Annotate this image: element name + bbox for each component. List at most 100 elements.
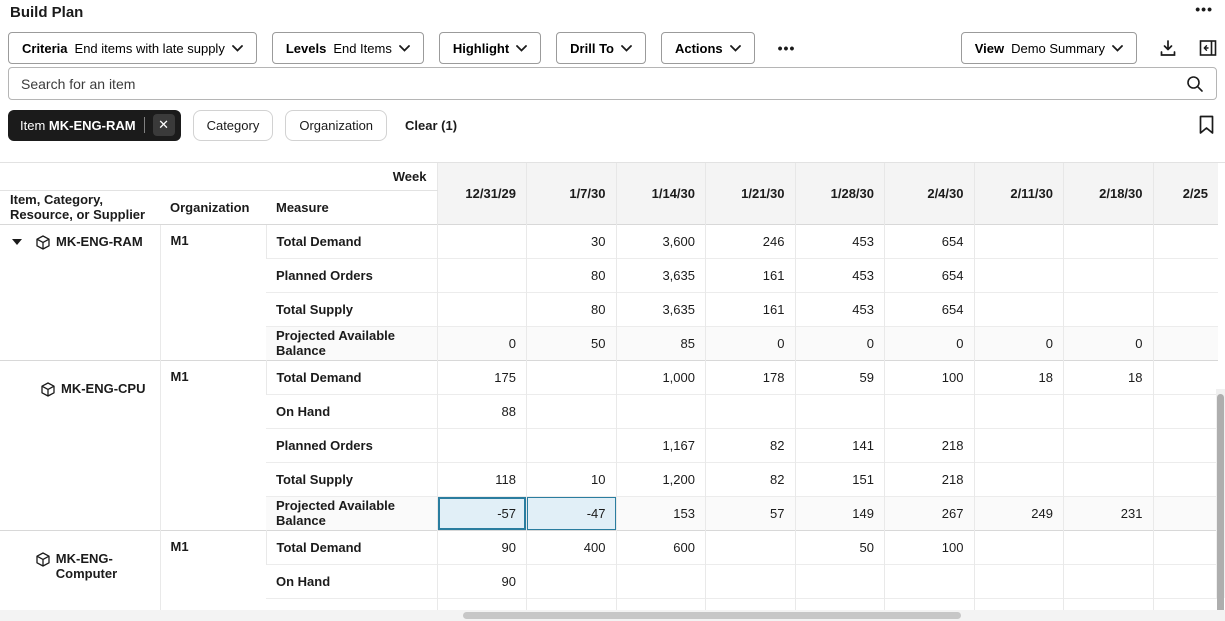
- vertical-scrollbar-thumb[interactable]: [1217, 394, 1224, 610]
- organization-cell[interactable]: M1: [159, 360, 266, 530]
- value-cell[interactable]: [1063, 393, 1153, 428]
- item-name-cell[interactable]: MK-ENG-RAM: [0, 224, 160, 360]
- value-cell[interactable]: 0: [884, 325, 974, 360]
- value-cell[interactable]: [526, 597, 616, 610]
- week-column-header[interactable]: 2/18/30: [1063, 163, 1153, 224]
- value-cell[interactable]: [526, 563, 616, 598]
- value-cell[interactable]: 1,200: [615, 461, 706, 496]
- toolbar-button-drill-to[interactable]: Drill To: [556, 32, 646, 64]
- value-cell[interactable]: 178: [705, 360, 795, 394]
- value-cell[interactable]: 600: [615, 530, 706, 564]
- value-cell[interactable]: 141: [794, 427, 885, 462]
- value-cell[interactable]: [1063, 427, 1153, 462]
- organization-cell[interactable]: M1: [159, 224, 266, 360]
- week-column-header[interactable]: 1/21/30: [705, 163, 795, 224]
- week-column-header[interactable]: 2/11/30: [973, 163, 1064, 224]
- value-cell[interactable]: [705, 563, 795, 598]
- value-cell[interactable]: 10: [1063, 597, 1153, 610]
- vertical-scrollbar[interactable]: [1216, 389, 1225, 610]
- value-cell[interactable]: [1152, 427, 1218, 462]
- week-column-header[interactable]: 1/7/30: [526, 163, 616, 224]
- horizontal-scrollbar-thumb[interactable]: [463, 612, 961, 619]
- value-cell[interactable]: [526, 393, 616, 428]
- value-cell[interactable]: [1063, 461, 1153, 496]
- value-cell[interactable]: [1152, 461, 1218, 496]
- item-name-cell[interactable]: MK-ENG-Computer: [0, 530, 160, 610]
- clear-filters-link[interactable]: Clear (1): [405, 117, 458, 133]
- value-cell[interactable]: 0: [705, 325, 795, 360]
- measure-label[interactable]: Total Demand: [265, 530, 437, 564]
- value-cell[interactable]: 118: [436, 461, 527, 496]
- value-cell[interactable]: [1063, 291, 1153, 326]
- value-cell[interactable]: 50: [526, 325, 616, 360]
- value-cell[interactable]: [1063, 530, 1153, 564]
- week-column-header[interactable]: 2/25: [1152, 163, 1218, 224]
- value-cell[interactable]: 249: [973, 495, 1064, 530]
- value-cell[interactable]: [705, 393, 795, 428]
- value-cell[interactable]: 10: [973, 597, 1064, 610]
- value-cell[interactable]: 153: [615, 495, 706, 530]
- value-cell[interactable]: [1063, 563, 1153, 598]
- value-cell[interactable]: [1152, 393, 1218, 428]
- value-cell[interactable]: [973, 393, 1064, 428]
- toolbar-overflow-icon[interactable]: •••: [777, 40, 796, 56]
- filter-chip-category[interactable]: Category: [192, 109, 274, 141]
- value-cell[interactable]: [1063, 224, 1153, 258]
- value-cell[interactable]: 453: [794, 291, 885, 326]
- value-cell[interactable]: [973, 224, 1064, 258]
- collapse-triangle-icon[interactable]: [12, 238, 22, 245]
- value-cell[interactable]: 400: [526, 530, 616, 564]
- value-cell[interactable]: [1152, 291, 1218, 326]
- value-cell[interactable]: 231: [1063, 495, 1153, 530]
- value-cell[interactable]: 246: [705, 224, 795, 258]
- value-cell[interactable]: [884, 563, 974, 598]
- value-cell[interactable]: 80: [526, 291, 616, 326]
- view-dropdown-button[interactable]: View Demo Summary: [960, 32, 1137, 64]
- value-cell[interactable]: [1063, 257, 1153, 292]
- value-cell[interactable]: 1,167: [615, 427, 706, 462]
- value-cell[interactable]: [1152, 224, 1218, 258]
- value-cell[interactable]: [973, 291, 1064, 326]
- measure-label[interactable]: On Hand: [266, 563, 437, 598]
- search-icon[interactable]: [1186, 75, 1204, 98]
- value-cell[interactable]: 10: [526, 461, 616, 496]
- value-cell[interactable]: [436, 224, 527, 258]
- value-cell[interactable]: 82: [705, 427, 795, 462]
- value-cell[interactable]: [526, 427, 616, 462]
- value-cell[interactable]: 50: [794, 597, 885, 610]
- measure-label[interactable]: Total Supply: [266, 291, 437, 326]
- measure-label[interactable]: Planned Orders: [266, 597, 437, 610]
- value-cell[interactable]: [973, 427, 1064, 462]
- value-cell[interactable]: 453: [794, 224, 885, 258]
- search-input[interactable]: [9, 68, 1216, 99]
- toolbar-button-highlight[interactable]: Highlight: [438, 32, 542, 64]
- value-cell[interactable]: 100: [884, 597, 974, 610]
- download-icon[interactable]: [1159, 39, 1177, 57]
- active-filter-chip[interactable]: Item MK-ENG-RAM ✕: [8, 109, 181, 141]
- value-cell[interactable]: 170: [705, 597, 795, 610]
- value-cell[interactable]: [615, 393, 706, 428]
- value-cell[interactable]: [1152, 257, 1218, 292]
- value-cell[interactable]: 0: [794, 325, 885, 360]
- value-cell[interactable]: 30: [526, 224, 616, 258]
- value-cell[interactable]: 149: [794, 495, 885, 530]
- organization-cell[interactable]: M1: [159, 530, 266, 610]
- value-cell[interactable]: 0: [436, 325, 527, 360]
- value-cell[interactable]: 161: [705, 291, 795, 326]
- value-cell[interactable]: 175: [436, 360, 527, 394]
- value-cell[interactable]: [794, 393, 885, 428]
- measure-label[interactable]: Total Supply: [266, 461, 437, 496]
- value-cell[interactable]: 453: [794, 257, 885, 292]
- value-cell[interactable]: 3,635: [615, 291, 706, 326]
- page-overflow-menu-icon[interactable]: •••: [1195, 1, 1213, 17]
- value-cell[interactable]: [1152, 563, 1218, 598]
- value-cell[interactable]: 85: [615, 325, 706, 360]
- value-cell[interactable]: [436, 291, 527, 326]
- value-cell[interactable]: 1,000: [615, 360, 706, 394]
- value-cell[interactable]: [526, 360, 616, 394]
- value-cell[interactable]: 100: [884, 530, 974, 564]
- value-cell[interactable]: 654: [884, 291, 974, 326]
- value-cell[interactable]: 59: [794, 360, 885, 394]
- value-cell[interactable]: 0: [1063, 325, 1153, 360]
- value-cell[interactable]: 50: [794, 530, 885, 564]
